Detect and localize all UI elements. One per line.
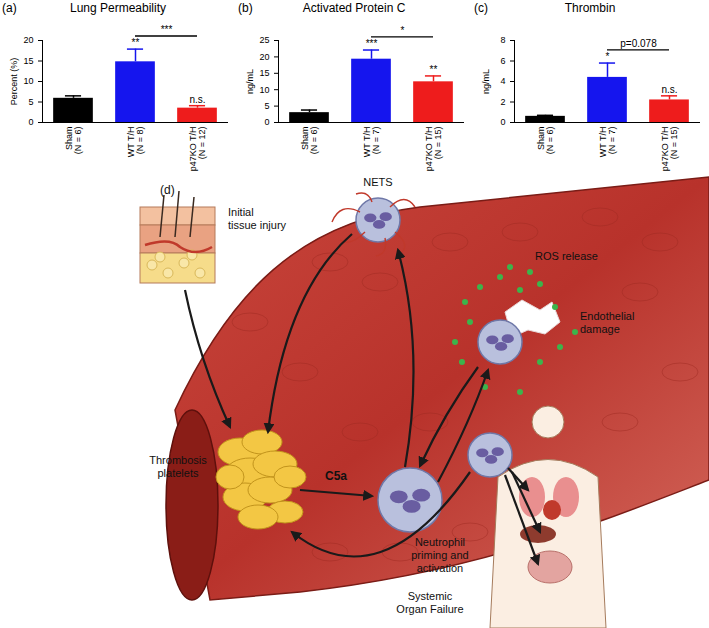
svg-text:10: 10 [259,85,269,95]
svg-text:***: *** [161,24,173,35]
svg-text:Sham(N = 6): Sham(N = 6) [536,127,555,155]
svg-text:WT T/H(N = 7): WT T/H(N = 7) [362,127,381,158]
svg-text:Initialtissue injury: Initialtissue injury [228,206,287,231]
svg-text:6: 6 [500,56,505,66]
html-text:Thrombin: Thrombin [564,1,616,15]
svg-text:ng/mL: ng/mL [245,69,255,94]
svg-text:10: 10 [23,76,33,86]
html-text:(c): (c) [474,1,488,15]
svg-text:4: 4 [500,76,505,86]
svg-text:ROS release: ROS release [535,250,598,262]
html-text:(a): (a) [2,1,17,15]
svg-text:2: 2 [500,97,505,107]
svg-text:Thrombosisplatelets: Thrombosisplatelets [149,454,207,479]
svg-text:**: ** [132,37,140,48]
svg-text:Percent (%): Percent (%) [9,58,19,106]
svg-text:0: 0 [264,117,269,127]
svg-text:n.s.: n.s. [189,94,205,105]
svg-text:0: 0 [28,117,33,127]
svg-text:5: 5 [264,101,269,111]
svg-text:Sham(N = 6): Sham(N = 6) [64,127,83,155]
svg-text:20: 20 [23,35,33,45]
svg-text:p47KO T/H(N = 12): p47KO T/H(N = 12) [188,127,207,172]
svg-text:WT T/H(N = 7): WT T/H(N = 7) [598,127,617,158]
html-text:Lung Permeability: Lung Permeability [70,1,166,15]
svg-text:8: 8 [500,35,505,45]
svg-text:Endothelialdamage: Endothelialdamage [580,310,634,335]
svg-text:(d): (d) [160,183,175,197]
svg-text:Neutrophilpriming andactivatio: Neutrophilpriming andactivation [411,536,468,574]
svg-text:***: *** [366,38,378,49]
svg-text:0: 0 [500,117,505,127]
svg-text:p=0.078: p=0.078 [620,38,657,49]
html-text:(b): (b) [238,1,253,15]
svg-text:20: 20 [259,52,269,62]
svg-text:n.s.: n.s. [661,84,677,95]
svg-text:C5a: C5a [325,469,347,483]
svg-text:NETS: NETS [363,176,392,188]
svg-text:25: 25 [259,35,269,45]
svg-text:*: * [606,51,610,62]
svg-text:p47KO T/H(N = 15): p47KO T/H(N = 15) [660,127,679,172]
svg-text:15: 15 [259,68,269,78]
svg-text:ng/mL: ng/mL [481,69,491,94]
svg-text:**: ** [430,64,438,75]
svg-text:p47KO T/H(N = 15): p47KO T/H(N = 15) [424,127,443,172]
svg-text:*: * [401,25,405,36]
svg-text:5: 5 [28,97,33,107]
svg-text:SystemicOrgan Failure: SystemicOrgan Failure [396,590,463,615]
svg-text:Sham(N = 6): Sham(N = 6) [300,127,319,155]
svg-text:15: 15 [23,56,33,66]
svg-text:WT T/H(N = 8): WT T/H(N = 8) [126,127,145,158]
html-text:Activated Protein C: Activated Protein C [302,1,406,15]
